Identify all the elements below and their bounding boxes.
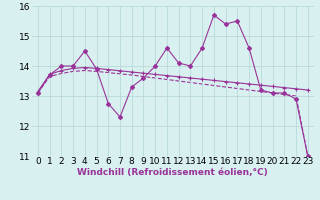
X-axis label: Windchill (Refroidissement éolien,°C): Windchill (Refroidissement éolien,°C) (77, 168, 268, 177)
